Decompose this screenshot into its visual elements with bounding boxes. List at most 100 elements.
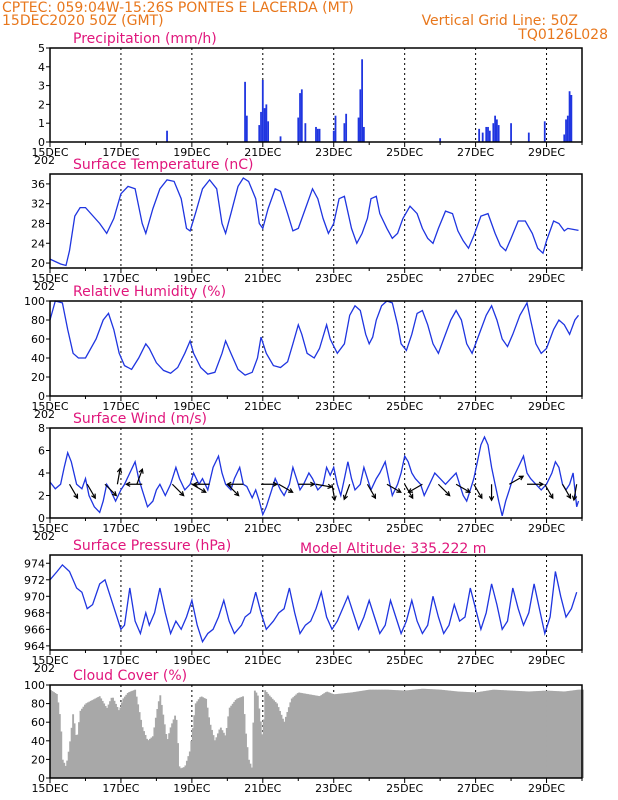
precipitation-bar	[357, 117, 360, 142]
cloud-cover-bar	[249, 763, 252, 778]
cloud-cover-bar	[546, 690, 549, 778]
cloud-cover-bar	[268, 695, 271, 778]
wind-arrow-head	[571, 495, 578, 502]
y-tick-label: 20	[31, 257, 45, 270]
cloud-cover-bar	[95, 697, 98, 778]
panel-title: Cloud Cover (%)	[73, 668, 187, 684]
cloud-cover-bar	[367, 689, 370, 778]
cloud-cover-bar	[54, 693, 57, 778]
x-tick-label: 17DEC	[102, 654, 139, 667]
cloud-cover-bar	[463, 691, 466, 778]
x-tick-label: 25DEC	[386, 782, 423, 795]
cloud-cover-bar	[296, 693, 299, 778]
cloud-cover-bar	[386, 689, 389, 778]
cloud-cover-bar	[395, 690, 398, 778]
precipitation-bar	[261, 79, 264, 142]
cloud-cover-bar	[126, 692, 129, 778]
cloud-cover-bar	[256, 695, 259, 778]
cloud-cover-bar	[363, 690, 366, 778]
cloud-cover-bar	[417, 689, 420, 778]
precipitation-bar	[563, 134, 566, 142]
cloud-cover-bar	[177, 743, 179, 778]
cloud-cover-bar	[295, 694, 298, 778]
wind-arrow-shaft	[116, 468, 121, 485]
cloud-cover-bar	[98, 696, 101, 778]
cloud-cover-bar	[522, 691, 525, 778]
cloud-cover-bar	[106, 707, 109, 778]
precipitation-bar	[267, 121, 270, 142]
precipitation-bar	[315, 126, 317, 142]
wind-arrow-shaft	[86, 483, 96, 499]
cloud-cover-bar	[196, 701, 199, 778]
header-station: CPTEC: 059:04W-15:26S PONTES E LACERDA (…	[2, 0, 354, 16]
cloud-cover-bar	[245, 733, 247, 778]
cloud-cover-bar	[497, 689, 500, 778]
y-tick-label: 0	[38, 390, 45, 403]
cloud-cover-bar	[512, 690, 515, 778]
y-tick-label: 2	[38, 98, 45, 111]
cloud-cover-bar	[307, 694, 310, 778]
cloud-cover-bar	[456, 691, 459, 778]
cloud-cover-bar	[358, 691, 361, 778]
precipitation-bar	[345, 113, 348, 142]
precipitation-bar	[497, 125, 500, 142]
cloud-cover-bar	[206, 707, 209, 778]
precipitation-bar	[527, 132, 530, 142]
cloud-cover-bar	[231, 703, 234, 778]
cloud-cover-bar	[273, 700, 276, 778]
cloud-cover-bar	[116, 707, 119, 778]
cloud-cover-bar	[468, 692, 471, 778]
surface-temperature-line	[49, 177, 579, 267]
cloud-cover-bar	[548, 690, 550, 778]
precipitation-bar	[299, 93, 301, 142]
cloud-cover-bar	[485, 690, 488, 778]
cloud-cover-bar	[113, 700, 116, 778]
model-altitude: Model Altitude: 335.222 m	[300, 541, 486, 557]
cloud-cover-bar	[375, 689, 377, 778]
cloud-cover-bar	[147, 740, 150, 778]
y-tick-label: 24	[31, 237, 45, 250]
cloud-cover-bar	[453, 691, 456, 778]
x-year-label: 202	[34, 530, 55, 543]
cloud-cover-bar	[389, 689, 392, 778]
cloud-cover-bar	[329, 692, 332, 778]
wind-arrow-head	[310, 481, 316, 487]
cloud-cover-bar	[76, 734, 79, 778]
cloud-cover-bar	[361, 690, 364, 778]
x-tick-label: 15DEC	[31, 782, 68, 795]
cloud-cover-bar	[83, 704, 86, 778]
cloud-cover-bar	[81, 708, 83, 778]
x-tick-label: 21DEC	[244, 146, 281, 159]
x-tick-label: 17DEC	[102, 146, 139, 159]
y-tick-label: 6	[38, 445, 45, 458]
cloud-cover-bar	[482, 691, 485, 778]
precipitation-bar	[245, 115, 248, 142]
cloud-cover-bar	[534, 691, 537, 778]
wind-arrow-shaft	[437, 483, 451, 496]
precipitation-bar	[565, 119, 567, 142]
cloud-cover-bar	[571, 690, 574, 778]
cloud-cover-bar	[341, 693, 343, 778]
x-tick-label: 25DEC	[386, 522, 423, 535]
cloud-cover-bar	[429, 689, 432, 778]
cloud-cover-bar	[242, 696, 244, 778]
x-tick-label: 27DEC	[457, 654, 494, 667]
cloud-cover-bar	[283, 721, 286, 778]
cloud-cover-bar	[248, 759, 250, 778]
cloud-cover-bar	[165, 734, 168, 778]
cloud-cover-bar	[200, 696, 203, 778]
cloud-cover-bar	[537, 691, 540, 778]
cloud-cover-bar	[345, 692, 348, 778]
x-tick-label: 21DEC	[244, 272, 281, 285]
y-tick-label: 968	[24, 607, 45, 620]
cloud-cover-bar	[82, 706, 85, 778]
cloud-cover-bar	[122, 698, 125, 778]
cloud-cover-bar	[141, 727, 144, 778]
cloud-cover-bar	[193, 715, 196, 778]
cloud-cover-bar	[494, 689, 497, 778]
cloud-cover-bar	[60, 731, 63, 778]
cloud-cover-bar	[212, 735, 215, 778]
x-tick-label: 23DEC	[315, 400, 352, 413]
cloud-cover-bar	[493, 689, 496, 778]
cloud-cover-bar	[477, 692, 479, 778]
